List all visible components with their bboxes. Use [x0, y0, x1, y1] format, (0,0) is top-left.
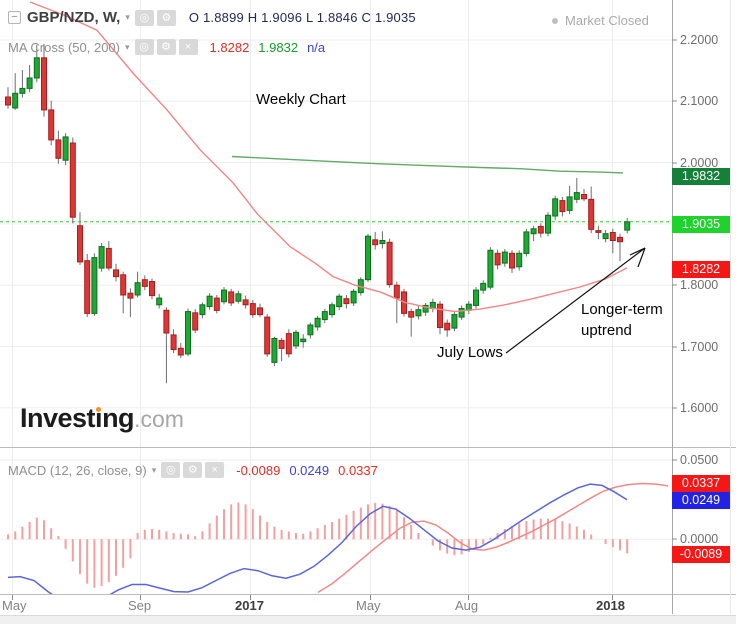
price-axis-label: 2.0000 [680, 156, 719, 170]
price-axis-label: 2.2000 [680, 33, 719, 47]
time-axis-label: Sep [128, 598, 152, 613]
annotation-weekly-chart: Weekly Chart [256, 91, 346, 108]
ma50-line [29, 1, 628, 313]
ma50-price-badge: 1.8282 [672, 261, 730, 278]
logo-text-2: ng [102, 403, 135, 433]
bottom-strip [0, 615, 736, 624]
ma200-value: 1.9832 [258, 39, 299, 55]
time-axis-label: May [2, 598, 27, 613]
macd-hist-value: -0.0089 [236, 462, 281, 478]
macd-axis-label: 0.0000 [680, 532, 719, 546]
macd-line [7, 483, 628, 594]
ma-indicator-row: MA Cross (50, 200) ▾ ◎ ⚙ × 1.8282 1.9832… [8, 39, 325, 55]
trend-arrow [505, 247, 646, 354]
annotation-longer-term-2: uptrend [581, 322, 632, 339]
symbol-title[interactable]: GBP/NZD, W, [27, 9, 121, 26]
macd-pane [7, 482, 669, 594]
visibility-icon[interactable]: ◎ [161, 462, 181, 478]
symbol-header-row: − GBP/NZD, W, ▾ ◎ ⚙ O 1.8899 H 1.9096 L … [8, 9, 416, 26]
gear-icon[interactable]: ⚙ [156, 9, 176, 26]
market-status-label: Market Closed [565, 13, 649, 28]
chevron-down-icon[interactable]: ▾ [125, 41, 130, 52]
macd-indicator-row: MACD (12, 26, close, 9) ▾ ◎ ⚙ × -0.0089 … [8, 462, 378, 478]
ma200-line [231, 155, 624, 174]
time-axis-label: 2017 [235, 598, 264, 613]
ma-indicator-label[interactable]: MA Cross (50, 200) [8, 39, 120, 55]
time-axis-label: May [356, 598, 381, 613]
last-price-badge: 1.9035 [672, 216, 730, 233]
logo-suffix: .com [134, 406, 184, 432]
macd-indicator-label[interactable]: MACD (12, 26, close, 9) [8, 462, 147, 478]
main-pane [0, 1, 672, 384]
price-axis-label: 1.8000 [680, 278, 719, 292]
gear-icon[interactable]: ⚙ [156, 39, 176, 55]
logo-i: ı [95, 403, 103, 433]
status-dot-icon [552, 17, 558, 24]
chevron-down-icon[interactable]: ▾ [151, 464, 157, 475]
macd-hist-badge: -0.0089 [672, 546, 730, 563]
market-status: Market Closed [552, 13, 649, 28]
macd-signal-value: 0.0337 [338, 462, 378, 478]
visibility-icon[interactable]: ◎ [134, 9, 154, 26]
collapse-pane-button[interactable]: − [8, 11, 21, 24]
ma-cross-value: n/a [307, 39, 326, 55]
logo-orange-dot-icon [96, 407, 102, 412]
price-axis-label: 2.1000 [680, 94, 719, 108]
candles-layer [5, 43, 631, 384]
close-icon[interactable]: × [205, 462, 225, 478]
ma200-price-badge: 1.9832 [672, 168, 730, 185]
investing-logo: Investı ng.com [20, 403, 184, 434]
time-axis-label: 2018 [596, 598, 625, 613]
visibility-icon[interactable]: ◎ [134, 39, 154, 55]
macd-signal-line [317, 482, 669, 594]
chevron-down-icon[interactable]: ▾ [125, 12, 130, 22]
close-icon[interactable]: × [178, 39, 198, 55]
macd-line-badge: 0.0249 [672, 492, 730, 509]
price-axis-label: 1.7000 [680, 340, 719, 354]
annotation-july-lows: July Lows [437, 344, 503, 361]
macd-axis-label: 0.0500 [680, 453, 719, 467]
ma50-value: 1.8282 [209, 39, 250, 55]
time-axis-label: Aug [455, 598, 479, 613]
gear-icon[interactable]: ⚙ [183, 462, 203, 478]
macd-signal-badge: 0.0337 [672, 475, 730, 492]
ohlc-readout: O 1.8899 H 1.9096 L 1.8846 C 1.9035 [188, 10, 416, 25]
grid-layer [0, 0, 672, 594]
macd-line-value: 0.0249 [289, 462, 330, 478]
annotation-longer-term-1: Longer-term [581, 301, 663, 318]
price-axis-label: 1.6000 [680, 401, 719, 415]
logo-text: Invest [20, 403, 96, 433]
